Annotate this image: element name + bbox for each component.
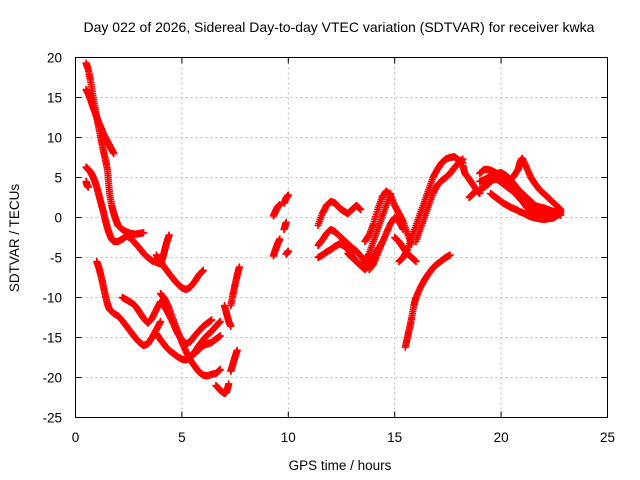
x-tick-label: 25 xyxy=(600,430,615,445)
data-point xyxy=(276,201,284,209)
data-point xyxy=(157,317,165,326)
data-point xyxy=(235,263,243,271)
data-point xyxy=(276,235,284,243)
data-points xyxy=(82,59,565,398)
series-arc-r xyxy=(280,218,290,234)
series-arc-j xyxy=(191,332,224,358)
x-tick-label: 15 xyxy=(387,430,402,445)
data-point xyxy=(282,218,290,226)
x-tick-label: 20 xyxy=(494,430,509,445)
data-point xyxy=(208,316,216,324)
data-point xyxy=(472,187,480,195)
chart-title: Day 022 of 2026, Sidereal Day-to-day VTE… xyxy=(84,19,595,35)
data-point xyxy=(446,251,454,259)
series-arc-k xyxy=(212,380,233,398)
plot-frame xyxy=(75,57,608,418)
y-tick-label: -10 xyxy=(42,291,62,306)
series-arc-ab xyxy=(412,155,467,246)
y-tick-label: 0 xyxy=(54,211,62,226)
data-point xyxy=(459,155,467,163)
data-point xyxy=(110,149,118,158)
data-point xyxy=(284,247,292,255)
series-arc-ai xyxy=(501,154,565,214)
y-tick-label: -25 xyxy=(42,411,62,426)
y-tick-label: 15 xyxy=(47,91,62,106)
y-tick-label: 5 xyxy=(54,171,62,186)
series-arc-b xyxy=(82,85,118,158)
series-arc-ac xyxy=(401,251,454,351)
x-tick-label: 0 xyxy=(72,430,80,445)
y-tick-label: 20 xyxy=(47,51,62,66)
data-point xyxy=(227,322,235,330)
data-point xyxy=(216,332,224,340)
data-point xyxy=(412,257,420,266)
series-arc-s xyxy=(282,247,292,258)
data-point xyxy=(84,183,92,191)
y-tick-label: -15 xyxy=(42,331,62,346)
x-tick-label: 5 xyxy=(178,430,186,445)
series-arc-aj xyxy=(486,189,558,223)
series-arc-ae xyxy=(465,187,480,202)
data-point xyxy=(140,229,148,237)
y-tick-label: -20 xyxy=(42,371,62,386)
series-arc-f xyxy=(152,251,207,294)
x-tick-label: 10 xyxy=(281,430,296,445)
series-arc-m xyxy=(227,263,243,310)
series-arc-p xyxy=(269,235,284,260)
data-point xyxy=(284,191,292,199)
data-point xyxy=(225,380,233,388)
series-arc-x xyxy=(365,213,407,274)
y-tick-label: 10 xyxy=(47,131,62,146)
x-axis-label: GPS time / hours xyxy=(289,458,392,473)
series-arc-a xyxy=(82,59,148,238)
data-point xyxy=(216,317,224,326)
series-arc-z xyxy=(391,233,420,266)
data-point xyxy=(233,346,241,354)
data-point xyxy=(216,365,224,374)
data-point xyxy=(199,266,207,274)
series-arc-n xyxy=(227,346,241,375)
data-point xyxy=(557,205,565,214)
data-point xyxy=(357,205,365,214)
series-arc-g xyxy=(118,293,216,348)
y-axis-label: SDTVAR / TECUs xyxy=(7,184,22,293)
data-point xyxy=(550,213,558,222)
series-arc-t xyxy=(314,197,365,230)
series-arc-d xyxy=(82,177,92,191)
y-tick-label: -5 xyxy=(50,251,62,266)
series-arc-o xyxy=(269,201,284,220)
series-arc-q xyxy=(280,191,292,207)
series-arc-i xyxy=(157,289,224,380)
series-arc-l xyxy=(220,301,235,330)
data-point xyxy=(165,231,173,239)
axis-ticks: 0 5 10 15 20 25 -25 -20 -15 -10 -5 0 5 10 15 20 xyxy=(42,51,615,446)
